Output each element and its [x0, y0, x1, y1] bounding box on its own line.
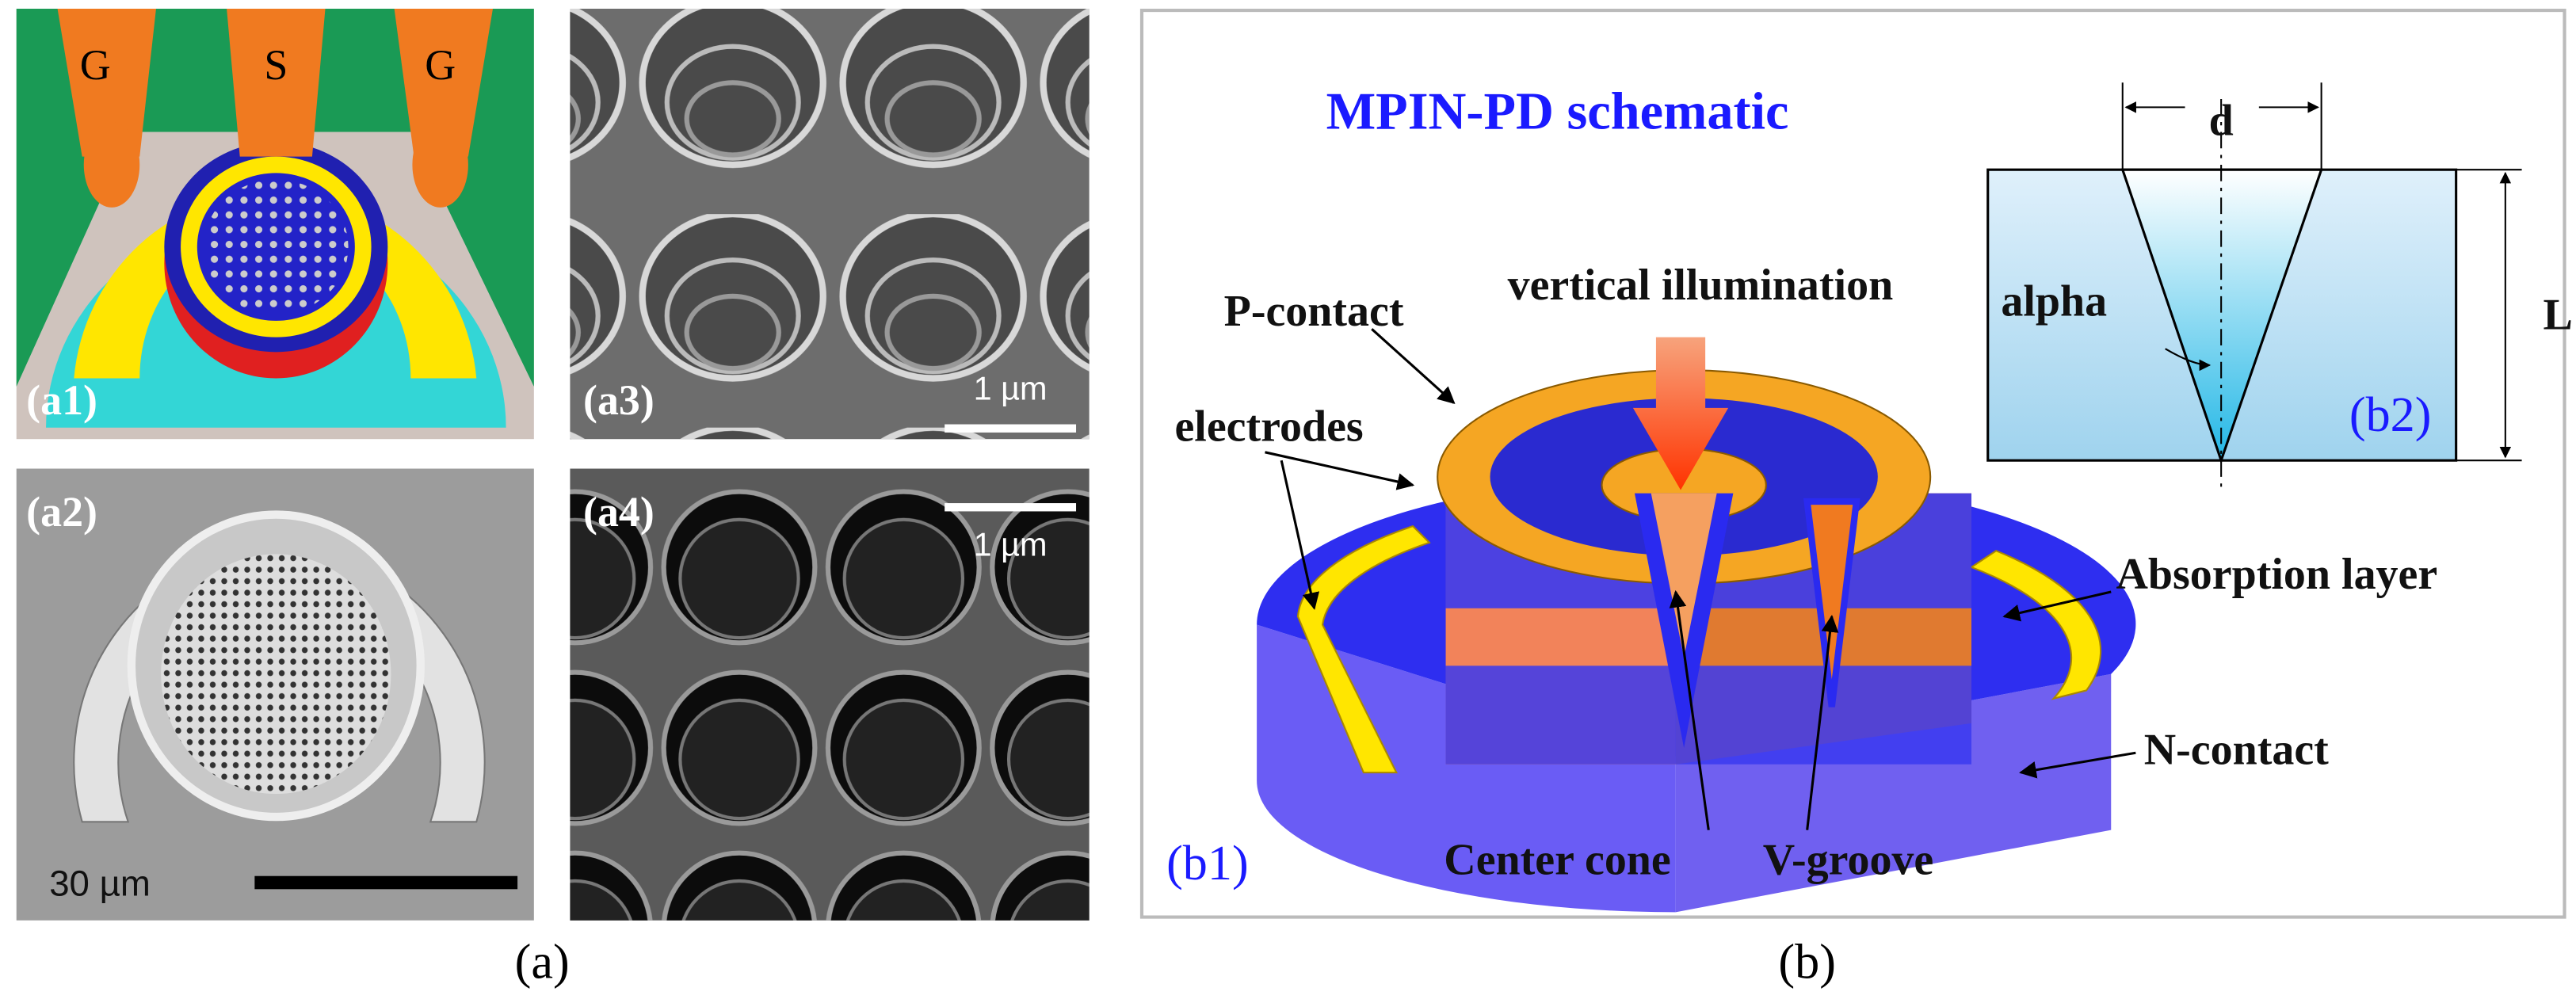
- electrode: [394, 8, 494, 157]
- leader: [2019, 751, 2136, 779]
- electrode-label: G: [80, 41, 111, 89]
- panel-a3: 1 µm (a3): [570, 8, 1090, 440]
- scale-bar: [945, 503, 1077, 512]
- panel-label: (a3): [583, 376, 654, 424]
- leader: [1280, 460, 1320, 610]
- scale-bar: [945, 424, 1077, 433]
- annotation: P-contact: [1224, 287, 1404, 336]
- pad: [83, 122, 140, 208]
- n-layer: [1445, 665, 1972, 765]
- panel-b: MPIN-PD schematic vertical illumination …: [1139, 8, 2573, 919]
- scale-label: 1 µm: [974, 525, 1048, 563]
- leaders: [1265, 328, 2136, 830]
- panel-label: (a2): [26, 488, 97, 536]
- hole-array: [161, 554, 391, 795]
- illumination-arrow: [1632, 337, 1729, 490]
- leader: [1265, 451, 1415, 490]
- panel-a1: G S G (a1): [16, 8, 534, 440]
- electrode-label: G: [425, 41, 456, 89]
- electrode-label: S: [264, 41, 288, 89]
- base-cut: [1675, 673, 2112, 913]
- annotation: Center cone: [1444, 836, 1670, 885]
- annotation: vertical illumination: [1508, 261, 1894, 310]
- ground-plane: [16, 8, 534, 387]
- scale-label: 30 µm: [49, 864, 151, 904]
- base-side: [1257, 624, 1676, 913]
- dimension-label: d: [2209, 97, 2234, 146]
- annotation: V-groove: [1763, 836, 1934, 885]
- panel-label: (b2): [2349, 388, 2432, 442]
- hole-array: [570, 468, 1090, 921]
- outer-electrode: [1296, 524, 1431, 774]
- leader: [1806, 614, 1839, 830]
- annotation: N-contact: [2144, 726, 2329, 775]
- annotation: Absorption layer: [2116, 550, 2437, 599]
- leader: [2002, 590, 2112, 622]
- caption: (a): [515, 935, 570, 989]
- electrode: [227, 8, 326, 157]
- annotation: electrodes: [1174, 402, 1363, 451]
- angle-arrow: [2165, 348, 2212, 372]
- outer-electrode: [1969, 550, 2102, 700]
- hole-array: [204, 179, 349, 315]
- panel-a4: 1 µm (a4): [570, 468, 1090, 921]
- panel-label: (b1): [1166, 837, 1249, 890]
- panel-label: (a4): [583, 488, 654, 536]
- panel-label: (a1): [26, 376, 97, 424]
- title: MPIN-PD schematic: [1326, 82, 1789, 140]
- hole-array: [570, 8, 1090, 440]
- v-groove: [1803, 498, 1860, 707]
- center-cone-core: [1651, 493, 1717, 658]
- scale-label: 1 µm: [974, 369, 1048, 406]
- electrode: [57, 8, 156, 157]
- caption: (b): [1778, 935, 1836, 989]
- dimension-label: L: [2544, 290, 2573, 339]
- pad: [412, 122, 468, 208]
- angle-label: alpha: [2001, 277, 2107, 326]
- leader: [1669, 589, 1710, 830]
- panel-a2: 30 µm (a2): [16, 468, 534, 921]
- leader: [1371, 328, 1456, 405]
- scale-bar: [254, 875, 518, 890]
